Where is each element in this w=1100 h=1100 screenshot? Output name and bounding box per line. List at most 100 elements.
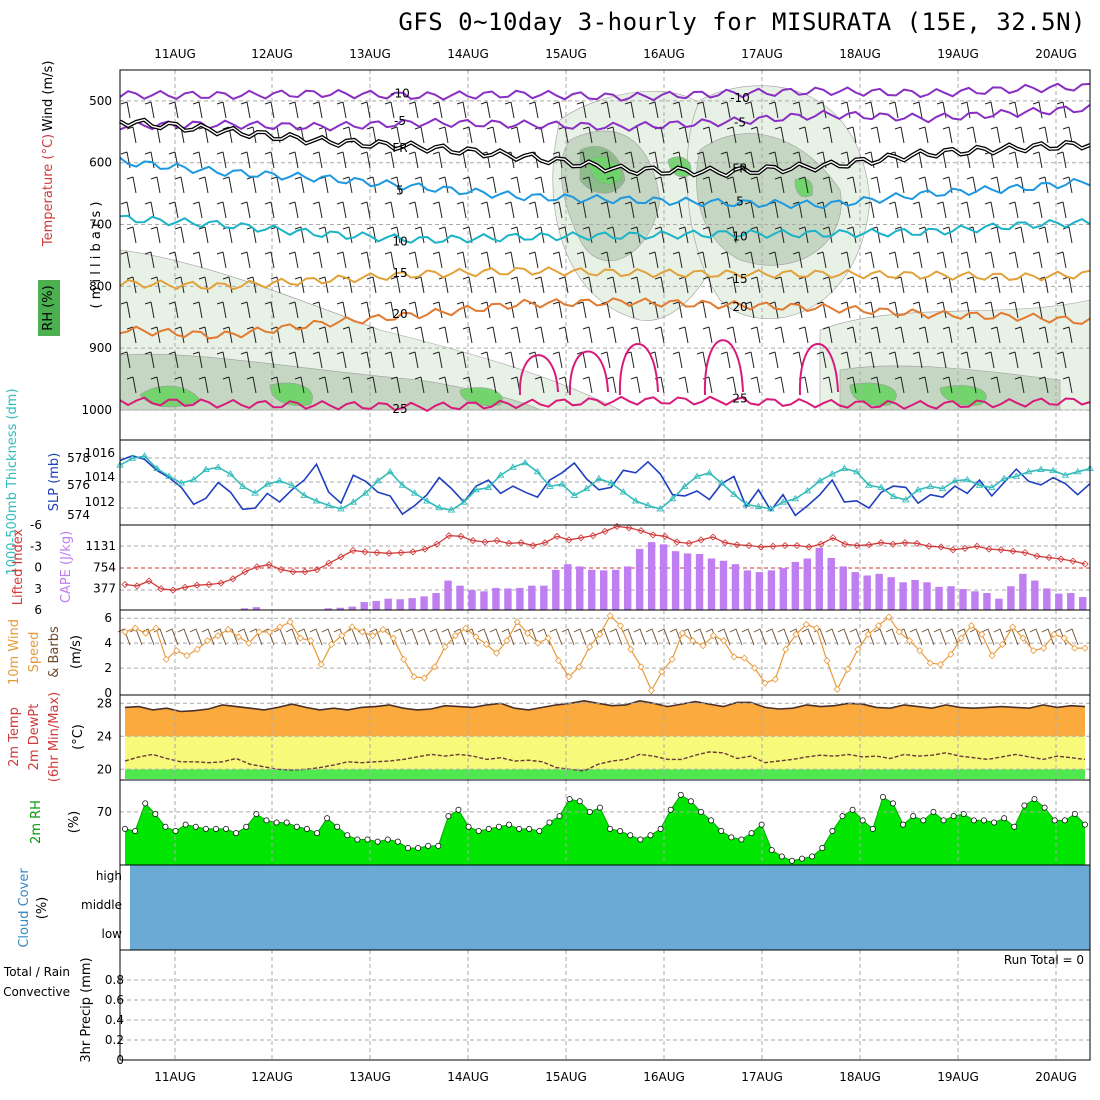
cape-bar: [348, 606, 356, 610]
wind-barb: [720, 101, 731, 119]
li-marker: [673, 538, 681, 546]
wind10-marker: [565, 673, 573, 681]
wind-barb: [894, 176, 905, 194]
wind10-barb: [765, 628, 779, 646]
wind-barb: [240, 151, 251, 169]
top-day-label: 13AUG: [349, 47, 391, 61]
wind-barb: [1014, 326, 1025, 344]
thickness-marker: [386, 467, 394, 475]
wind-barb: [312, 301, 323, 319]
wind10-marker: [317, 660, 325, 668]
wind-barb: [816, 251, 827, 269]
li-marker: [229, 575, 237, 583]
precip-tick: 0.4: [105, 1013, 124, 1027]
wind-barb: [432, 351, 443, 369]
wind-barb: [150, 176, 161, 194]
cape-bar: [671, 551, 680, 610]
cape-bar: [623, 566, 632, 610]
y-tick-label: 800: [89, 279, 112, 293]
wind-label: Wind (m/s): [41, 61, 56, 132]
thickness-marker: [840, 464, 849, 471]
wind-barb: [606, 226, 617, 244]
thickness-marker: [545, 482, 554, 489]
thickness-marker: [1037, 465, 1045, 473]
wind10-barb: [645, 628, 659, 646]
cape-bar: [480, 591, 488, 610]
wind-barb: [168, 201, 179, 219]
wind-barb: [606, 326, 617, 344]
wind10-marker: [338, 632, 346, 640]
rh2m-marker: [657, 825, 664, 832]
thickness-marker: [803, 487, 812, 494]
wind-barb: [408, 151, 419, 169]
wind-barb: [528, 251, 539, 269]
wind-barb: [168, 251, 179, 269]
thickness-marker: [852, 467, 861, 475]
rh2m-marker: [879, 794, 886, 800]
wind10-marker: [410, 673, 418, 681]
wind-barb: [312, 351, 323, 369]
li-marker: [589, 532, 597, 540]
thickness-marker: [742, 500, 750, 507]
thickness-marker: [951, 476, 959, 484]
wind-barb: [816, 101, 827, 119]
cape-bar: [600, 570, 608, 610]
wind-barb: [480, 101, 491, 119]
wind10-marker: [493, 649, 501, 657]
cape-bar: [1019, 573, 1027, 610]
wind10-barb: [129, 628, 143, 646]
y-tick-label: 500: [89, 94, 112, 108]
wind-barb: [432, 101, 443, 119]
thickness-marker: [828, 470, 836, 477]
wind10-marker: [441, 643, 449, 651]
slp-tick: 1012: [84, 495, 115, 509]
li-tick: 3: [34, 582, 42, 596]
cape-bar: [755, 572, 764, 610]
wind-barb: [510, 126, 521, 144]
wind-barb: [870, 126, 881, 144]
wind10-barb: [717, 628, 731, 646]
wind10-barb: [177, 628, 191, 646]
wind-barb: [894, 276, 905, 294]
li-marker: [337, 553, 345, 561]
wind-barb: [1038, 376, 1049, 394]
wind10-barb: [885, 628, 899, 646]
li-marker: [769, 542, 777, 550]
rh2m-marker: [738, 836, 745, 843]
wind-barb: [144, 201, 155, 219]
wind10-marker: [658, 668, 666, 676]
cloud-level-label: low: [102, 927, 123, 941]
cape-bar: [611, 569, 620, 610]
precip-tick: 0.2: [105, 1033, 124, 1047]
wind-barb: [792, 251, 803, 269]
wind10-panel-frame: [119, 609, 1091, 696]
li-marker: [181, 583, 189, 591]
wind10-barb: [561, 628, 575, 646]
cape-bar: [1007, 586, 1015, 610]
wind-barb: [414, 326, 425, 344]
wind-barb: [294, 376, 305, 394]
rh2m-marker: [303, 825, 310, 832]
thickness-marker: [791, 494, 800, 502]
thickness-marker: [570, 491, 579, 498]
wind10-barb: [609, 628, 623, 646]
wind-barb: [750, 226, 761, 244]
wind-barb: [384, 251, 395, 269]
li-marker: [913, 539, 921, 547]
wind-barb: [936, 201, 947, 219]
wind-barb: [510, 276, 521, 294]
precip-panel-frame: [119, 949, 1091, 1061]
cape-bar: [516, 587, 524, 610]
wind-barb: [942, 376, 953, 394]
isotherm-label: -10: [730, 91, 750, 105]
wind-barb: [390, 376, 401, 394]
wind10-barb: [213, 628, 227, 646]
rh2m-marker: [344, 832, 351, 839]
wind-barb: [1032, 301, 1043, 319]
thickness-marker: [902, 496, 910, 503]
rh2m-marker: [819, 845, 826, 851]
wind10-barb: [393, 628, 407, 646]
wind-barb: [840, 101, 851, 119]
wind-barb: [264, 251, 275, 269]
wind-barb: [198, 376, 209, 394]
